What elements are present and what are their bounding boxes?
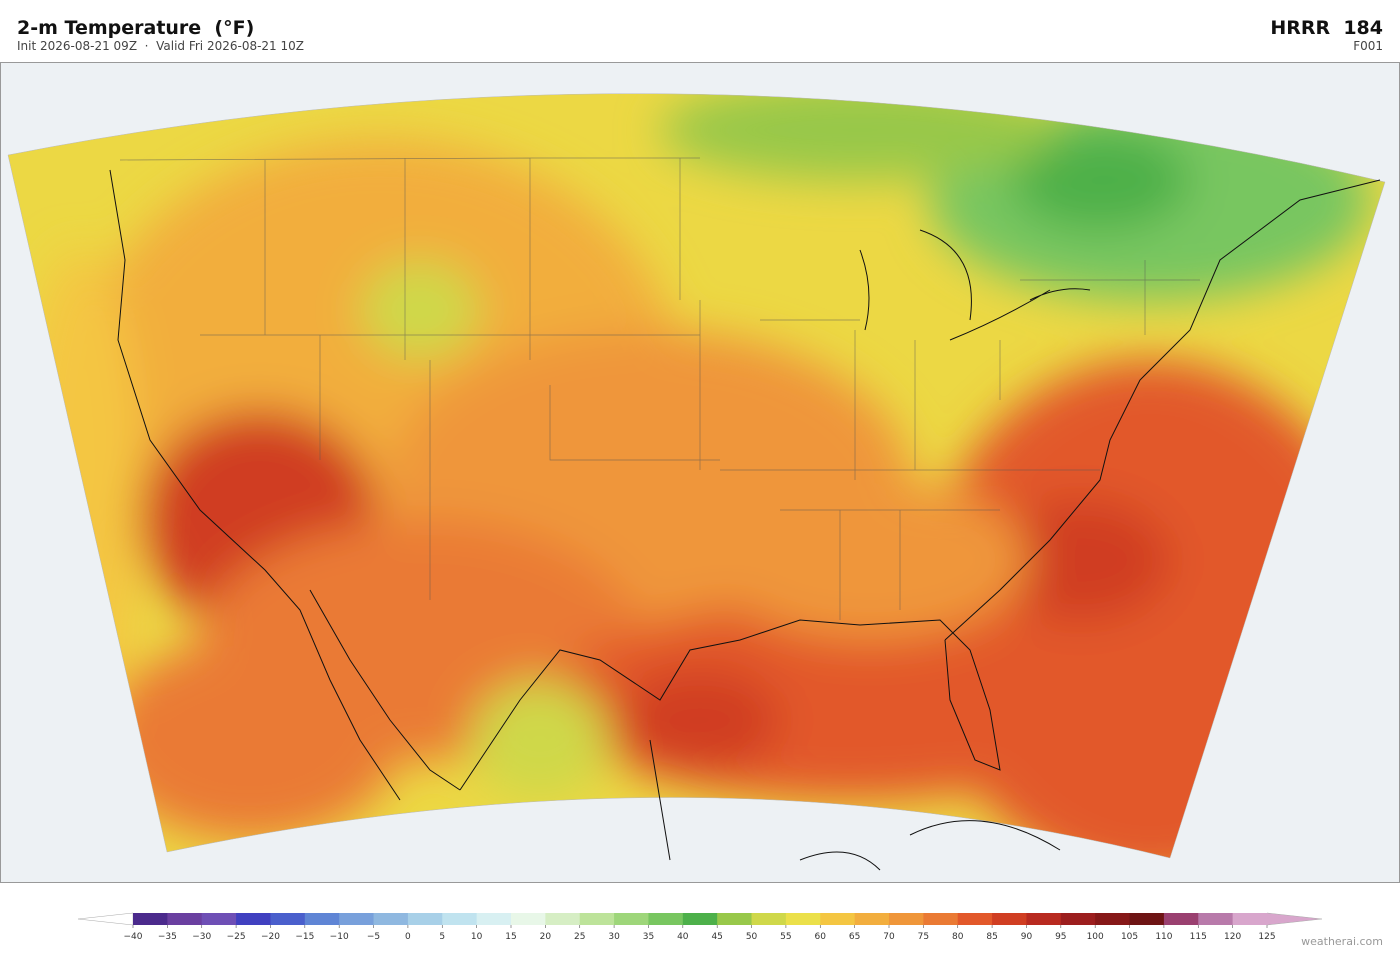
coastline [109,169,1381,871]
colorbar-segment [511,913,546,925]
colorbar-tick-label: 110 [1155,932,1172,942]
colorbar-segment [785,913,821,925]
colorbar-segment [339,913,375,925]
colorbar-segment [614,913,649,925]
colorbar-tick-label: −5 [367,932,380,942]
colorbar-tick-label: 50 [746,932,758,942]
colorbar-segment [1060,913,1096,925]
colorbar-extend-high [1266,912,1323,926]
colorbar-tick-label: −30 [192,932,211,942]
subtitle: Init 2026-08-21 09Z · Valid Fri 2026-08-… [17,39,304,53]
colorbar-segment [1198,913,1234,925]
colorbar: −40 −35 −30 −25 −20 −15 −10 −5 0 5 10 15 20 25 30 35 40 4… [77,912,1323,942]
colorbar-segment [304,913,340,925]
colorbar-segment [820,913,856,925]
colorbar-segment [1095,913,1131,925]
colorbar-segment [579,913,615,925]
colorbar-segment [201,913,237,925]
colorbar-segment [889,913,924,925]
colorbar-tick-label: 10 [471,932,483,942]
colorbar-tick-label: −20 [261,932,280,942]
colorbar-tick-label: 70 [883,932,895,942]
colorbar-tick-label: 20 [540,932,552,942]
colorbar-segment [133,913,168,925]
colorbar-tick-label: 40 [677,932,689,942]
forecast-hour: F001 [1353,39,1383,53]
colorbar-segment [1232,913,1268,925]
colorbar-tick-label: 80 [952,932,964,942]
colorbar-segment [236,913,271,925]
colorbar-tick-label: 5 [439,932,445,942]
colorbar-segment [1129,913,1165,925]
model-label: HRRR 184 [1270,17,1383,39]
colorbar-segment [270,913,306,925]
temperature-field [8,93,1385,859]
colorbar-tick-label: −15 [295,932,314,942]
colorbar-segment [476,913,512,925]
colorbar-tick-label: 115 [1190,932,1207,942]
colorbar-tick-label: 0 [405,932,411,942]
colorbar-tick-label: 75 [918,932,929,942]
colorbar-tick-label: 105 [1121,932,1138,942]
colorbar-tick-label: −40 [124,932,143,942]
colorbar-segment [923,913,959,925]
colorbar-tick-label: −35 [158,932,177,942]
colorbar-tick-label: −10 [330,932,349,942]
colorbar-segment [957,913,993,925]
colorbar-tick-label: −25 [227,932,246,942]
colorbar-tick-label: 60 [815,932,827,942]
colorbar-tick-label: 55 [780,932,791,942]
credit: weatherai.com [1301,935,1383,948]
colorbar-segment [717,913,753,925]
colorbar-segment [992,913,1027,925]
colorbar-tick-label: 30 [608,932,620,942]
colorbar-segment [373,913,409,925]
colorbar-tick-label: 100 [1087,932,1104,942]
colorbar-segment [442,913,478,925]
colorbar-segment [1026,913,1062,925]
colorbar-tick-label: 85 [986,932,997,942]
colorbar-tick-label: 95 [1055,932,1066,942]
colorbar-tick-label: 120 [1224,932,1241,942]
colorbar-segment [751,913,787,925]
map [0,62,1400,883]
colorbar-tick-label: 90 [1021,932,1033,942]
title: 2-m Temperature (°F) [17,17,254,39]
colorbar-tick-label: 15 [505,932,516,942]
colorbar-segment [648,913,684,925]
colorbar-tick-label: 45 [711,932,722,942]
colorbar-segment [1163,913,1199,925]
colorbar-tick-label: 125 [1258,932,1275,942]
colorbar-segment [854,913,890,925]
colorbar-tick-label: 65 [849,932,860,942]
colorbar-segment [407,913,443,925]
colorbar-segment [545,913,581,925]
colorbar-extend-low [77,912,134,926]
colorbar-segment [167,913,203,925]
colorbar-tick-label: 35 [643,932,654,942]
colorbar-segment [682,913,718,925]
colorbar-tick-label: 25 [574,932,585,942]
